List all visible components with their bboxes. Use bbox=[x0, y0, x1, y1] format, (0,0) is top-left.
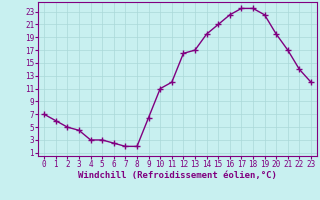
X-axis label: Windchill (Refroidissement éolien,°C): Windchill (Refroidissement éolien,°C) bbox=[78, 171, 277, 180]
